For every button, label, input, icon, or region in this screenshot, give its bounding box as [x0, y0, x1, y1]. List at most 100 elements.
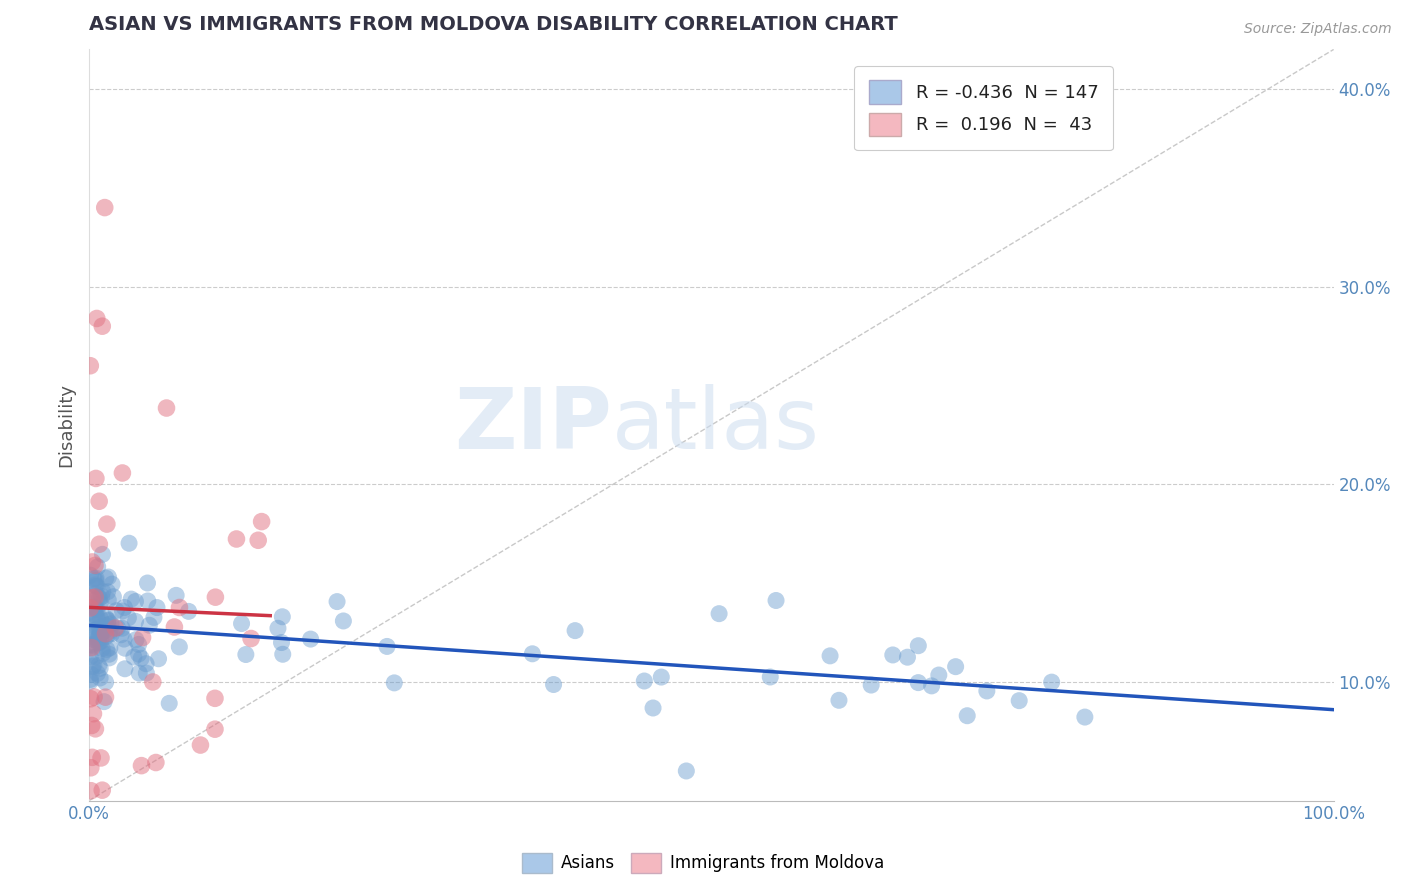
Point	[204, 590, 226, 604]
Point	[89, 636, 111, 650]
Point	[83, 658, 105, 673]
Point	[142, 610, 165, 624]
Point	[84, 619, 107, 633]
Point	[93, 201, 115, 215]
Point	[94, 571, 117, 585]
Point	[270, 635, 292, 649]
Point	[765, 593, 787, 607]
Point	[79, 650, 101, 665]
Point	[148, 652, 170, 666]
Point	[131, 631, 153, 645]
Point	[157, 696, 180, 710]
Point	[84, 602, 107, 616]
Point	[90, 634, 112, 648]
Point	[128, 666, 150, 681]
Point	[87, 636, 110, 650]
Point	[89, 661, 111, 675]
Point	[1074, 710, 1097, 724]
Point	[79, 674, 101, 689]
Point	[83, 690, 105, 704]
Point	[84, 722, 107, 736]
Point	[79, 640, 101, 655]
Point	[1008, 693, 1031, 707]
Point	[83, 626, 105, 640]
Point	[204, 722, 226, 736]
Point	[1040, 675, 1063, 690]
Point	[97, 613, 120, 627]
Point	[96, 584, 118, 599]
Point	[135, 657, 157, 671]
Point	[136, 576, 159, 591]
Point	[91, 641, 114, 656]
Point	[107, 621, 129, 635]
Point	[956, 708, 979, 723]
Point	[84, 607, 107, 622]
Point	[80, 591, 103, 605]
Point	[91, 319, 114, 334]
Point	[80, 718, 103, 732]
Point	[155, 401, 177, 415]
Point	[231, 616, 253, 631]
Point	[650, 670, 672, 684]
Point	[79, 601, 101, 615]
Point	[86, 311, 108, 326]
Point	[111, 604, 134, 618]
Point	[84, 471, 107, 485]
Point	[79, 568, 101, 582]
Point	[100, 626, 122, 640]
Point	[114, 641, 136, 656]
Point	[267, 621, 290, 635]
Point	[89, 623, 111, 637]
Point	[896, 650, 918, 665]
Text: ASIAN VS IMMIGRANTS FROM MOLDOVA DISABILITY CORRELATION CHART: ASIAN VS IMMIGRANTS FROM MOLDOVA DISABIL…	[89, 15, 898, 34]
Point	[79, 673, 101, 687]
Point	[79, 638, 101, 652]
Point	[271, 609, 294, 624]
Point	[145, 756, 167, 770]
Point	[86, 559, 108, 574]
Point	[86, 602, 108, 616]
Point	[94, 624, 117, 638]
Point	[907, 675, 929, 690]
Point	[124, 615, 146, 629]
Point	[128, 637, 150, 651]
Point	[96, 619, 118, 633]
Point	[882, 648, 904, 662]
Point	[240, 632, 263, 646]
Point	[382, 676, 405, 690]
Point	[90, 612, 112, 626]
Point	[94, 611, 117, 625]
Point	[79, 691, 101, 706]
Point	[163, 620, 186, 634]
Point	[86, 610, 108, 624]
Point	[96, 630, 118, 644]
Point	[84, 574, 107, 588]
Point	[84, 579, 107, 593]
Point	[633, 673, 655, 688]
Point	[93, 695, 115, 709]
Point	[90, 751, 112, 765]
Point	[136, 594, 159, 608]
Point	[89, 494, 111, 508]
Point	[89, 591, 111, 605]
Point	[84, 623, 107, 637]
Point	[142, 675, 165, 690]
Point	[641, 701, 664, 715]
Point	[945, 659, 967, 673]
Point	[98, 651, 121, 665]
Point	[97, 617, 120, 632]
Point	[80, 761, 103, 775]
Point	[204, 691, 226, 706]
Point	[675, 764, 697, 778]
Point	[89, 620, 111, 634]
Point	[84, 587, 107, 601]
Point	[80, 638, 103, 652]
Point	[80, 783, 103, 797]
Point	[79, 605, 101, 619]
Point	[89, 596, 111, 610]
Point	[128, 647, 150, 661]
Point	[98, 624, 121, 639]
Point	[91, 584, 114, 599]
Text: Source: ZipAtlas.com: Source: ZipAtlas.com	[1244, 22, 1392, 37]
Point	[87, 590, 110, 604]
